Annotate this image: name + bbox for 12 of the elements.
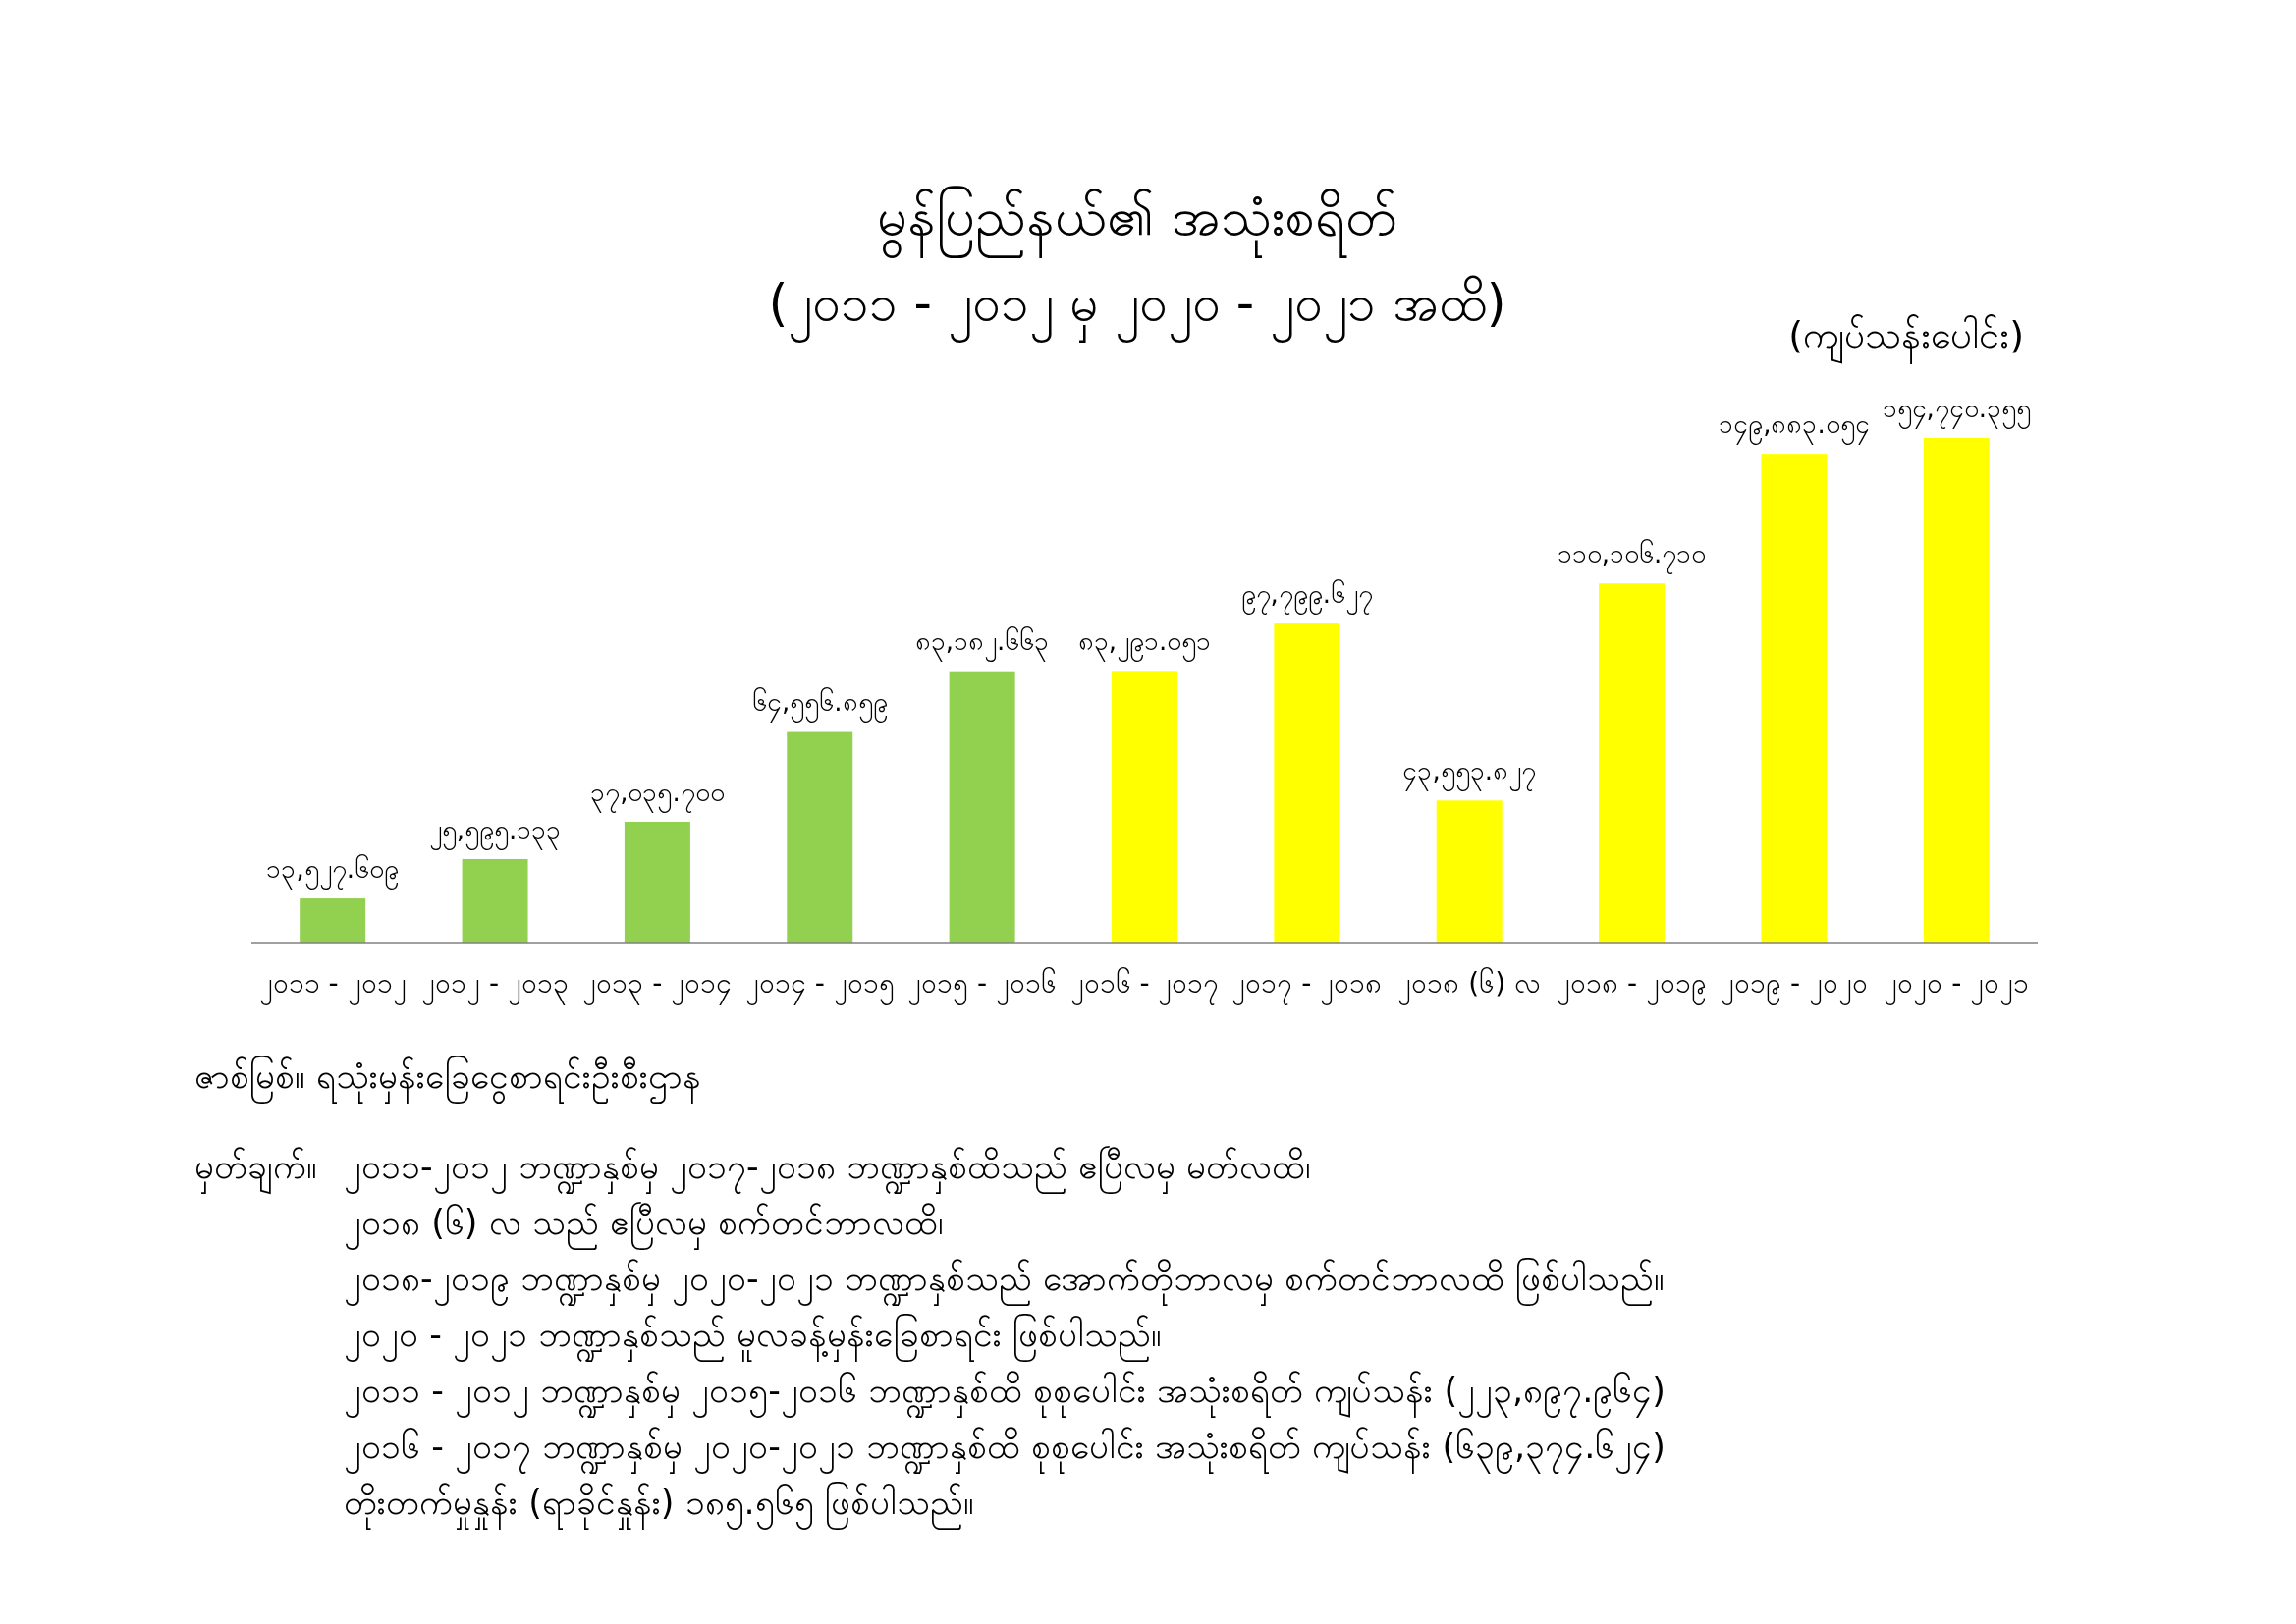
- annotation: ၂၀၁၆ - ၂၀၁၇ ဘဏ္ဍာနှစ်မှ ၂၀၂၀-၂၀၂၁ ဘဏ္ဍာနှစ်ထိ စုစုပေါင်း အသုံးစရိတ် ကျပ်သန်း (၆၃၉,၃၇၄.၆၂၄): [338, 1418, 1671, 1475]
- annotation: ၂၀၁၈ (၆) လ သည် ဧပြီလမှ စက်တင်ဘာလထိ၊: [338, 1194, 950, 1251]
- annotation: ၂၀၁၁ - ၂၀၁၂ ဘဏ္ဍာနှစ်မှ ၂၀၁၅-၂၀၁၆ ဘဏ္ဍာနှစ်ထိ စုစုပေါင်း အသုံးစရိတ် ကျပ်သန်း (၂၂၃,၈၉၇.၉၆၄): [338, 1362, 1671, 1419]
- annotation: ၂၀၁၁-၂၀၁၂ ဘဏ္ဍာနှစ်မှ ၂၀၁၇-၂၀၁၈ ဘဏ္ဍာနှစ်ထိသည် ဧပြီလမှ မတ်လထိ၊: [338, 1138, 1317, 1195]
- annotation: ဇာစ်မြစ်။ ရသုံးမှန်းခြေငွေစာရင်းဦးစီးဌာန: [189, 1048, 708, 1105]
- ylabel: (ကျပ်သန်းပေါင်း): [1782, 300, 2030, 369]
- annotation: မှတ်ချက်။: [189, 1138, 323, 1195]
- annotation: တိုးတက်မှုနှုန်း (ရာခိုင်နှုန်း) ၁၈၅.၅၆၅ ဖြစ်ပါသည်။: [338, 1474, 980, 1531]
- title: မွန်ပြည်နယ်၏ အသုံးစရိတ်: [871, 172, 1403, 262]
- annotation: ၂၀၂၀ - ၂၀၂၁ ဘဏ္ဍာနှစ်သည် မူလခန့်မှန်းခြေစာရင်း ဖြစ်ပါသည်။: [338, 1306, 1169, 1363]
- annotation: ၂၀၁၈-၂၀၁၉ ဘဏ္ဍာနှစ်မှ ၂၀၂၀-၂၀၂၁ ဘဏ္ဍာနှစ်သည် အောက်တိုဘာလမှ စက်တင်ဘာလထိ ဖြစ်ပါသည်။: [338, 1250, 1670, 1307]
- subtitle: (၂၀၁၁ - ၂၀၁၂ မှ ၂၀၂၀ - ၂၀၂၁ အထိ): [762, 260, 1512, 347]
